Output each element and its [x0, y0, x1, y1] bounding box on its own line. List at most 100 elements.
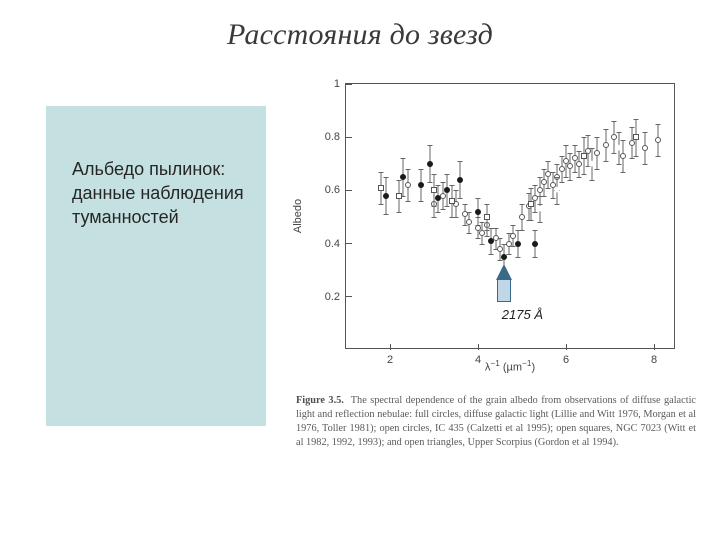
data-point: [567, 163, 573, 169]
data-point: [484, 214, 490, 220]
error-cap: [427, 145, 432, 146]
error-cap: [432, 174, 437, 175]
error-cap: [643, 132, 648, 133]
error-cap: [462, 225, 467, 226]
error-cap: [603, 161, 608, 162]
error-cap: [396, 212, 401, 213]
y-tick-label: 0.6: [316, 184, 340, 196]
error-cap: [643, 164, 648, 165]
error-cap: [515, 257, 520, 258]
error-cap: [432, 217, 437, 218]
sidebar-box: [46, 106, 266, 426]
data-point: [510, 233, 516, 239]
error-cap: [528, 188, 533, 189]
y-tick: [346, 84, 352, 85]
caption-body: The spectral dependence of the grain alb…: [296, 395, 696, 448]
error-cap: [405, 169, 410, 170]
data-point: [528, 201, 534, 207]
x-tick: [390, 344, 391, 350]
data-point: [611, 134, 617, 140]
error-cap: [616, 164, 621, 165]
error-cap: [383, 214, 388, 215]
error-cap: [572, 145, 577, 146]
data-point: [537, 205, 543, 211]
error-cap: [550, 172, 555, 173]
error-cap: [577, 151, 582, 152]
y-tick-label: 0.8: [316, 131, 340, 143]
error-cap: [537, 177, 542, 178]
error-cap: [616, 132, 621, 133]
error-cap: [634, 119, 639, 120]
error-cap: [559, 182, 564, 183]
error-cap: [542, 169, 547, 170]
data-point: [475, 209, 481, 215]
x-axis-label: λ−1 (µm−1): [345, 359, 675, 374]
y-tick-label: 0.2: [316, 291, 340, 303]
error-cap: [418, 169, 423, 170]
error-cap: [520, 204, 525, 205]
data-point: [396, 193, 402, 199]
annotation-label: 2175 Å: [502, 307, 543, 322]
data-point: [629, 140, 635, 146]
y-tick: [346, 243, 352, 244]
error-cap: [542, 196, 547, 197]
data-point: [427, 161, 433, 167]
data-point: [554, 187, 560, 193]
error-cap: [462, 204, 467, 205]
error-cap: [594, 137, 599, 138]
error-cap: [498, 260, 503, 261]
error-cap: [498, 238, 503, 239]
error-cap: [634, 156, 639, 157]
data-point: [431, 187, 437, 193]
figure-caption: Figure 3.5. The spectral dependence of t…: [296, 394, 696, 450]
error-cap: [480, 244, 485, 245]
data-point: [576, 161, 582, 167]
error-cap: [449, 217, 454, 218]
error-cap: [493, 228, 498, 229]
error-cap: [484, 204, 489, 205]
data-point: [541, 179, 547, 185]
y-tick-label: 0.4: [316, 238, 340, 250]
error-cap: [467, 212, 472, 213]
error-cap: [449, 185, 454, 186]
data-point: [405, 182, 411, 188]
data-point: [581, 153, 587, 159]
x-tick: [654, 344, 655, 350]
data-point: [440, 193, 446, 199]
error-cap: [550, 198, 555, 199]
data-point: [532, 241, 538, 247]
error-cap: [528, 220, 533, 221]
data-point: [466, 219, 472, 225]
error-cap: [581, 137, 586, 138]
error-cap: [568, 153, 573, 154]
error-cap: [476, 198, 481, 199]
y-tick: [346, 137, 352, 138]
x-tick: [478, 344, 479, 350]
data-point: [418, 182, 424, 188]
error-cap: [555, 164, 560, 165]
caption-lead: Figure 3.5.: [296, 395, 344, 406]
error-cap: [418, 201, 423, 202]
data-point: [497, 246, 503, 252]
annotation-arrow: [496, 265, 512, 302]
error-cap: [379, 172, 384, 173]
error-cap: [586, 166, 591, 167]
page-title: Расстояния до звезд: [0, 18, 720, 52]
error-cap: [656, 156, 661, 157]
error-cap: [564, 177, 569, 178]
error-cap: [458, 198, 463, 199]
error-cap: [630, 158, 635, 159]
sidebar-text: Альбедо пылинок: данные наблюдения туман…: [72, 158, 262, 230]
error-cap: [546, 161, 551, 162]
error-cap: [445, 174, 450, 175]
y-tick-label: 1: [316, 78, 340, 90]
error-cap: [621, 172, 626, 173]
error-cap: [484, 230, 489, 231]
error-cap: [555, 204, 560, 205]
error-cap: [440, 182, 445, 183]
error-cap: [511, 246, 516, 247]
data-point: [378, 185, 384, 191]
data-point: [457, 177, 463, 183]
data-point: [383, 193, 389, 199]
error-cap: [454, 190, 459, 191]
